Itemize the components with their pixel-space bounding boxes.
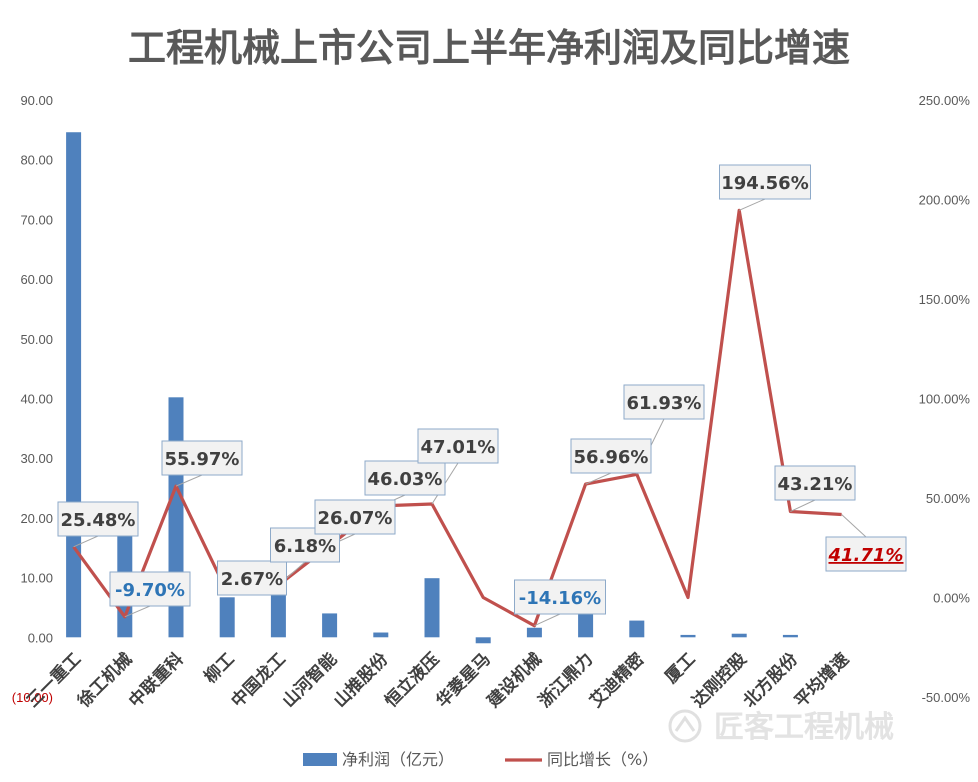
right-tick-label: 250.00% [919,93,971,108]
data-label: 47.01% [421,437,496,458]
data-label: 43.21% [778,474,853,495]
data-label-box [217,560,287,596]
data-label: 6.18% [274,536,336,557]
left-tick-label: 20.00 [20,511,53,526]
data-label: 194.56% [721,173,809,194]
left-tick-label: 70.00 [20,212,53,227]
label-leader [790,499,816,512]
data-label-box [314,499,396,535]
legend-label-line: 同比增长（%） [547,750,658,769]
label-leader [124,605,151,618]
data-labels: 25.48% -9.70% 55.97% 2.67% 6.18% 26.07% 46.03%… [57,164,907,615]
line-series [72,208,842,628]
right-tick-label: 100.00% [919,392,971,407]
bar [680,634,696,638]
data-label: 25.48% [61,510,136,531]
data-label: -9.70% [115,580,185,601]
bar [424,578,440,638]
bar [219,597,235,638]
data-label: 55.97% [165,449,240,470]
bar [731,633,747,638]
data-label-box [514,579,606,615]
category-label: 艾迪精密 [585,649,648,712]
chart-title: 工程机械上市公司上半年净利润及同比增速 [128,26,850,70]
label-leader [534,613,561,627]
left-tick-label: 60.00 [20,272,53,287]
bar [782,634,798,638]
right-tick-label: 0.00% [933,591,970,606]
category-label: 徐工机械 [73,649,137,713]
category-label: 浙江鼎力 [534,649,597,712]
left-tick-label: 50.00 [20,332,53,347]
legend-label-bar: 净利润（亿元） [342,750,454,769]
category-label: 厦工 [661,649,699,687]
data-label: 56.96% [574,447,649,468]
legend-swatch-bar [303,753,337,766]
right-tick-label: 150.00% [919,292,971,307]
bar [629,620,645,638]
watermark-text: 匠客工程机械 [714,710,894,745]
data-label-box [623,384,705,420]
data-label-box [570,438,652,474]
bar [475,637,491,644]
category-label: 中联重科 [125,649,188,712]
category-label: 三一重工 [22,649,85,712]
data-label-box [774,465,856,501]
watermark: 匠客工程机械 [668,709,894,745]
right-tick-label: 50.00% [926,491,971,506]
data-label: 2.67% [221,569,283,590]
category-label: 山河智能 [278,649,341,712]
right-axis-ticks: -50.00% 0.00% 50.00% 100.00% 150.00% 200.00% 2… [919,93,971,705]
bar [526,627,542,638]
data-label: 61.93% [627,393,702,414]
right-tick-label: -50.00% [922,690,971,705]
data-label-box [161,440,243,476]
data-label-box [57,501,139,537]
category-label: 山推股份 [329,648,393,712]
left-tick-label: (10.00) [12,690,53,705]
bar [66,132,82,638]
data-label: 41.71% [828,545,904,566]
left-tick-label: 30.00 [20,451,53,466]
data-label: -14.16% [519,588,601,609]
right-tick-label: 200.00% [919,193,971,208]
growth-line [72,208,842,628]
data-label-box [109,571,191,607]
bar [373,632,389,638]
data-label-box [719,164,811,200]
label-leader [738,198,766,211]
category-label: 华菱星马 [432,649,495,712]
category-label: 中国龙工 [227,649,290,712]
category-label: 北方股份 [739,648,803,712]
bar [322,613,338,638]
category-label: 建设机械 [483,649,546,712]
data-label-box [417,428,499,464]
category-label: 达刚控股 [688,649,751,712]
label-leader [175,474,203,487]
left-tick-label: 90.00 [20,93,53,108]
label-leader [841,514,867,538]
left-tick-label: 0.00 [28,630,53,645]
label-leader [73,535,99,548]
category-label: 柳工 [200,649,239,688]
watermark-logo [668,709,702,743]
data-label-box [825,536,907,572]
left-axis-ticks: (10.00) 0.00 10.00 20.00 30.00 40.00 50.00 60.0… [12,93,53,705]
data-label: 26.07% [318,508,393,529]
left-tick-label: 80.00 [20,153,53,168]
left-tick-label: 10.00 [20,571,53,586]
category-label: 平均增速 [790,649,853,712]
legend: 净利润（亿元） 同比增长（%） [303,750,658,769]
label-leader [585,472,612,485]
data-label-box [364,460,446,496]
category-label: 恒立液压 [381,649,444,712]
bar [578,613,594,638]
data-label: 46.03% [368,469,443,490]
left-tick-label: 40.00 [20,392,53,407]
